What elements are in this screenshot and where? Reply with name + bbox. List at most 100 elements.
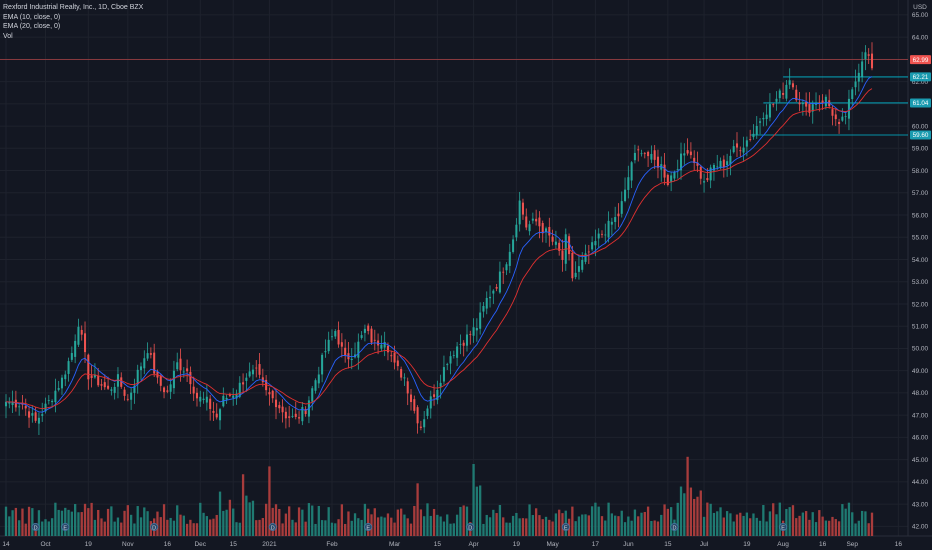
volume-bar xyxy=(136,506,139,536)
candle-body xyxy=(531,218,534,221)
candle-body xyxy=(762,117,765,120)
x-tick-label: Aug xyxy=(777,541,789,548)
volume-bar xyxy=(646,506,650,536)
legend-volume[interactable]: Vol xyxy=(3,32,13,40)
volume-bar xyxy=(21,508,24,536)
candle-body xyxy=(841,116,844,121)
x-tick-label: 16 xyxy=(164,541,172,548)
event-marker xyxy=(150,523,159,531)
legend-ema10[interactable]: EMA (10, close, 0) xyxy=(3,13,61,21)
x-tick-label: 16 xyxy=(895,541,903,548)
volume-bar xyxy=(505,522,508,536)
volume-bar xyxy=(380,516,383,536)
candle-body xyxy=(64,374,67,380)
candle-body xyxy=(502,271,505,273)
volume-bar xyxy=(301,509,304,536)
candle-body xyxy=(47,400,50,401)
volume-bar xyxy=(212,518,215,536)
chart-legend: Rexford Industrial Realty, Inc., 1D, Cbo… xyxy=(3,3,143,41)
volume-bar xyxy=(837,521,841,536)
volume-bar xyxy=(156,511,159,536)
volume-bar xyxy=(798,515,801,536)
volume-bar xyxy=(637,516,640,536)
candle-body xyxy=(489,296,492,299)
volume-bar xyxy=(808,519,811,536)
x-tick-label: Oct xyxy=(40,541,50,548)
candle-body xyxy=(130,392,133,400)
volume-bar xyxy=(232,508,235,536)
candle-body xyxy=(344,347,347,356)
candle-body xyxy=(861,61,864,77)
volume-bar xyxy=(446,514,449,536)
volume-bar xyxy=(225,509,228,536)
event-marker xyxy=(268,523,277,531)
volume-bar xyxy=(205,516,209,536)
volume-bar xyxy=(432,508,436,536)
volume-bar xyxy=(419,509,423,536)
candle-body xyxy=(538,217,541,227)
candle-body xyxy=(146,353,149,359)
volume-bar xyxy=(864,511,867,536)
volume-bar xyxy=(498,504,502,536)
candle-body xyxy=(469,333,472,335)
volume-bar xyxy=(521,518,525,536)
volume-bar xyxy=(656,521,660,536)
candle-body xyxy=(14,399,17,408)
volume-bar xyxy=(31,508,34,536)
volume-bar xyxy=(166,519,169,536)
y-tick-label: 48.00 xyxy=(912,390,929,397)
candle-body xyxy=(528,224,531,232)
legend-ema20[interactable]: EMA (20, close, 0) xyxy=(3,23,61,30)
volume-bar xyxy=(261,517,264,536)
volume-bar xyxy=(584,514,587,536)
candle-body xyxy=(54,390,57,403)
candle-body xyxy=(554,241,557,245)
volume-bar xyxy=(482,523,485,536)
volume-bar xyxy=(258,519,261,536)
candle-body xyxy=(824,96,827,107)
candle-body xyxy=(186,368,189,372)
candle-body xyxy=(515,224,518,238)
candle-body xyxy=(314,380,317,391)
ema-lines xyxy=(5,76,873,413)
time-axis[interactable]: 14 Oct 19 Nov 16 Dec 15 2021 Feb Mar 15 Apr 19 May 17 J… xyxy=(2,541,902,548)
volume-bar xyxy=(357,518,360,536)
volume-bar xyxy=(745,512,749,536)
candle-body xyxy=(340,342,343,347)
y-tick-label: 58.00 xyxy=(912,168,929,175)
volume-bar xyxy=(465,506,469,536)
symbol-title[interactable]: Rexford Industrial Realty, Inc., 1D, Cbo… xyxy=(3,4,144,11)
volume-bar xyxy=(100,518,103,536)
volume-bar xyxy=(383,517,386,536)
candle-body xyxy=(57,388,60,390)
volume-bar xyxy=(617,516,620,536)
volume-bar xyxy=(423,516,426,536)
candle-body xyxy=(620,201,623,214)
candle-body xyxy=(637,149,640,151)
price-axis[interactable]: USD 42.00 43.00 44.00 45.00 46.00 47.00 48.00 49… xyxy=(912,4,929,531)
volume-bar xyxy=(416,483,419,536)
volume-bar xyxy=(274,504,278,536)
candle-body xyxy=(521,202,524,215)
candle-body xyxy=(791,83,794,88)
volume-bar xyxy=(294,522,297,536)
x-tick-label: Jun xyxy=(623,541,634,548)
volume-bar xyxy=(472,464,475,536)
volume-bar xyxy=(574,521,577,536)
volume-bar xyxy=(831,516,834,536)
volume-bar xyxy=(390,517,393,536)
x-tick-label: 2021 xyxy=(262,541,277,548)
candle-body xyxy=(739,150,742,152)
candle-body xyxy=(317,374,320,384)
volume-bars xyxy=(4,456,874,536)
level-price-label: 59.60 xyxy=(913,132,929,139)
volume-bar xyxy=(709,503,712,536)
candle-body xyxy=(465,334,469,346)
candle-body xyxy=(584,253,587,262)
volume-bar xyxy=(818,510,821,536)
candle-body xyxy=(485,297,488,309)
candle-body xyxy=(798,102,801,105)
volume-bar xyxy=(24,523,27,536)
candle-body xyxy=(472,327,475,336)
